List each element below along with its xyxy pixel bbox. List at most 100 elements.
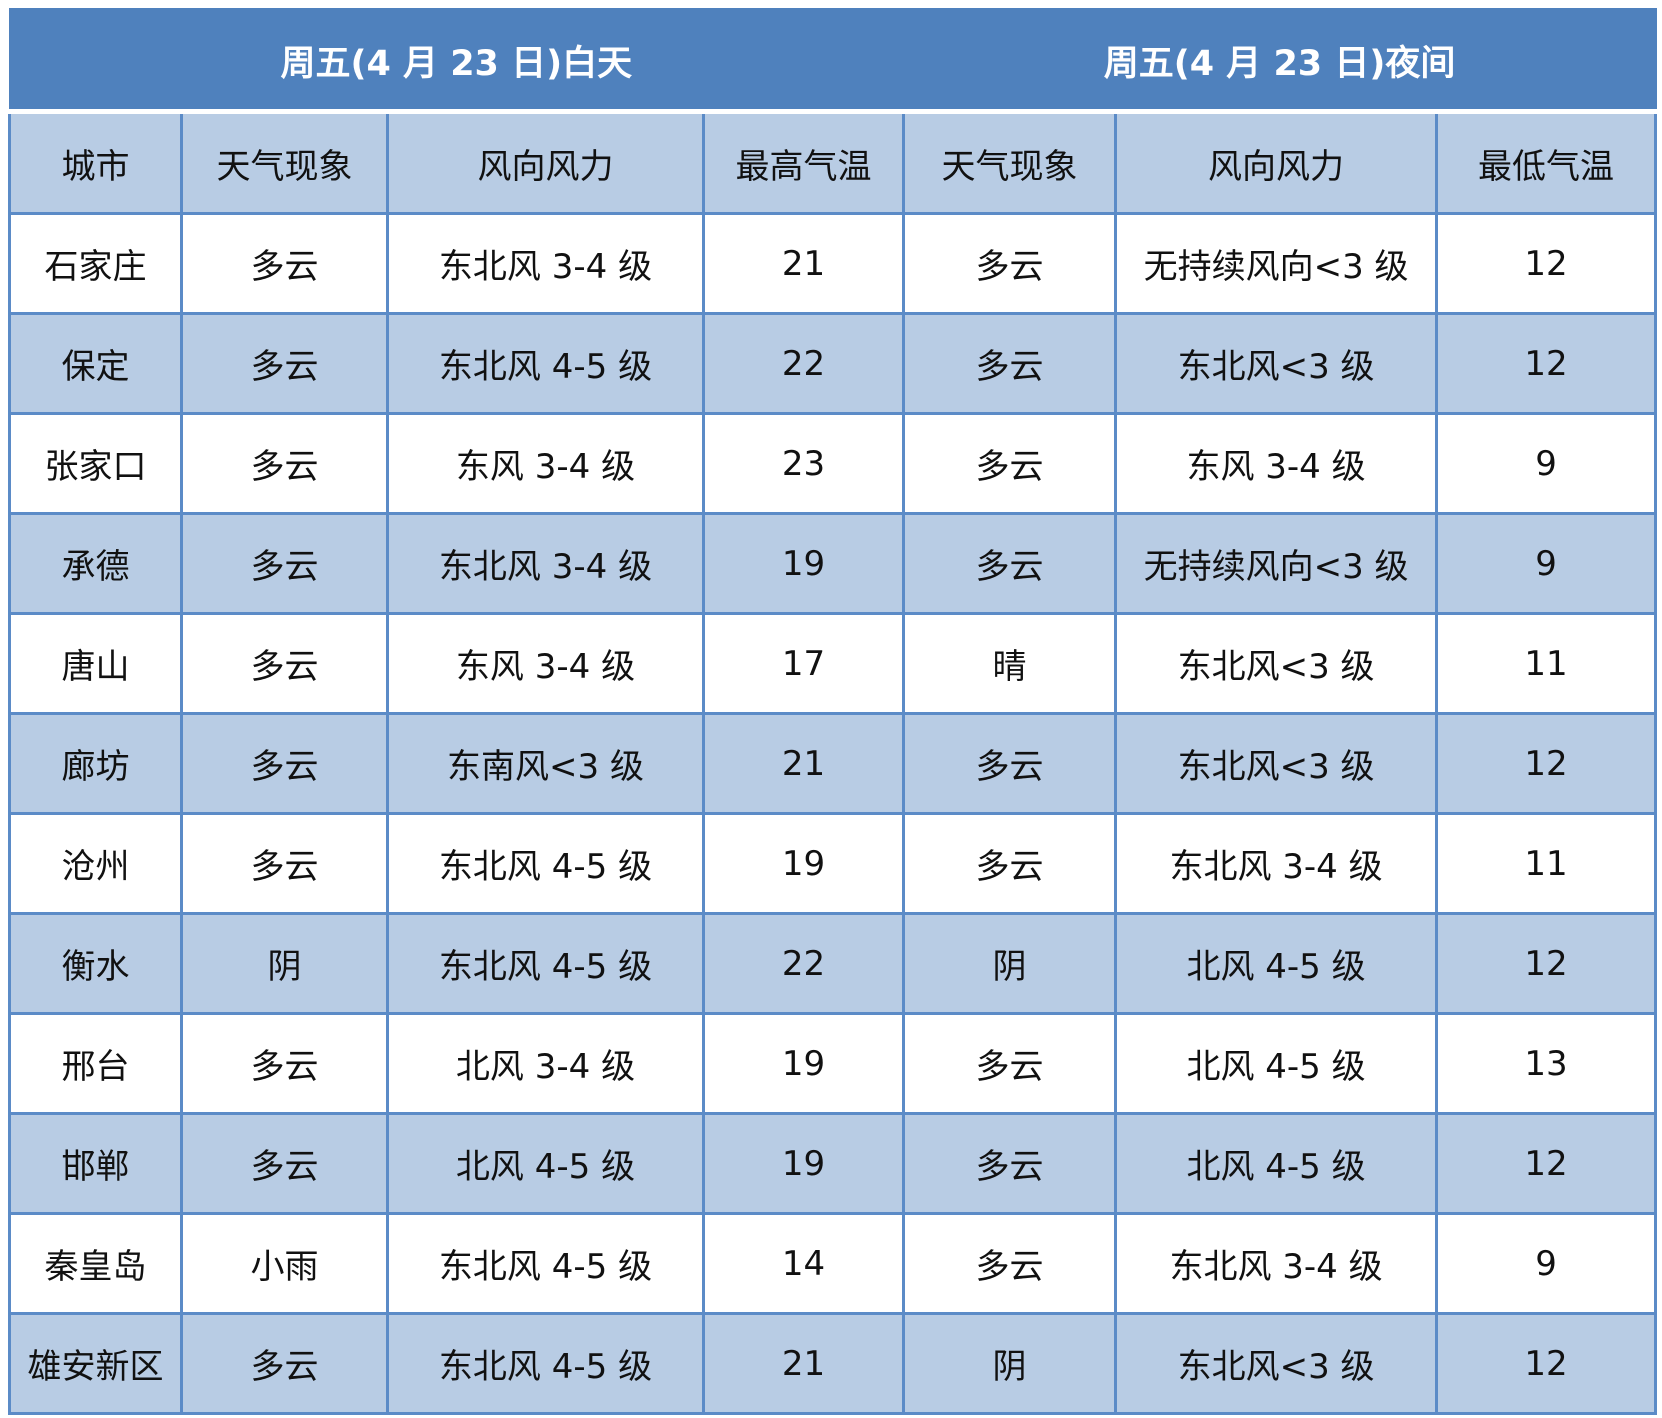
table-row: 沧州 多云 东北风 4-5 级 19 多云 东北风 3-4 级 11 (8, 812, 1658, 915)
cell-night-wind: 北风 4-5 级 (1114, 912, 1439, 1015)
cell-min-temp: 12 (1435, 212, 1658, 315)
cell-city: 唐山 (8, 612, 183, 715)
cell-city: 廊坊 (8, 712, 183, 815)
cell-city: 邢台 (8, 1012, 183, 1115)
cell-city: 秦皇岛 (8, 1212, 183, 1315)
cell-day-weather: 多云 (180, 512, 389, 615)
cell-night-wind: 北风 4-5 级 (1114, 1112, 1439, 1215)
cell-min-temp: 12 (1435, 912, 1658, 1015)
cell-min-temp: 9 (1435, 512, 1658, 615)
cell-day-weather: 多云 (180, 1112, 389, 1215)
cell-night-weather: 多云 (902, 712, 1118, 815)
table-row: 邯郸 多云 北风 4-5 级 19 多云 北风 4-5 级 12 (8, 1112, 1658, 1215)
cell-city: 石家庄 (8, 212, 183, 315)
cell-city: 张家口 (8, 412, 183, 515)
group-header-night: 周五(4 月 23 日)夜间 (902, 8, 1658, 114)
table-row: 廊坊 多云 东南风<3 级 21 多云 东北风<3 级 12 (8, 712, 1658, 815)
cell-max-temp: 23 (701, 412, 906, 515)
table-row: 雄安新区 多云 东北风 4-5 级 21 阴东北风<3 级 12 (8, 1312, 1658, 1415)
column-header-day-weather: 天气现象 (180, 110, 389, 215)
cell-day-wind: 东风 3-4 级 (386, 412, 705, 515)
cell-night-weather: 多云 (902, 212, 1118, 315)
cell-day-weather: 多云 (180, 312, 389, 415)
cell-day-weather: 多云 (180, 712, 389, 815)
table-row: 衡水阴东北风 4-5 级 22 阴北风 4-5 级 12 (8, 912, 1658, 1015)
cell-night-wind: 东北风<3 级 (1114, 312, 1439, 415)
cell-day-weather: 多云 (180, 1312, 389, 1415)
cell-day-weather: 阴 (180, 912, 389, 1015)
group-header-daytime: 周五(4 月 23 日)白天 (8, 8, 906, 114)
cell-night-weather: 多云 (902, 1112, 1118, 1215)
cell-min-temp: 12 (1435, 1112, 1658, 1215)
column-header-night-wind: 风向风力 (1114, 110, 1439, 215)
cell-min-temp: 9 (1435, 412, 1658, 515)
column-header-day-wind: 风向风力 (386, 110, 705, 215)
cell-min-temp: 12 (1435, 312, 1658, 415)
cell-day-weather: 多云 (180, 412, 389, 515)
cell-max-temp: 14 (701, 1212, 906, 1315)
cell-max-temp: 19 (701, 512, 906, 615)
cell-day-wind: 东北风 4-5 级 (386, 312, 705, 415)
cell-night-weather: 多云 (902, 412, 1118, 515)
cell-max-temp: 19 (701, 1112, 906, 1215)
cell-night-weather: 多云 (902, 1012, 1118, 1115)
cell-night-weather: 阴 (902, 1312, 1118, 1415)
cell-night-weather: 多云 (902, 312, 1118, 415)
cell-night-wind: 东风 3-4 级 (1114, 412, 1439, 515)
cell-day-wind: 东北风 4-5 级 (386, 912, 705, 1015)
cell-night-wind: 无持续风向<3 级 (1114, 512, 1439, 615)
cell-day-weather: 多云 (180, 612, 389, 715)
cell-max-temp: 22 (701, 312, 906, 415)
cell-night-wind: 东北风<3 级 (1114, 1312, 1439, 1415)
cell-max-temp: 19 (701, 1012, 906, 1115)
cell-day-weather: 多云 (180, 812, 389, 915)
cell-day-wind: 北风 3-4 级 (386, 1012, 705, 1115)
cell-max-temp: 22 (701, 912, 906, 1015)
cell-min-temp: 12 (1435, 712, 1658, 815)
cell-day-wind: 东北风 4-5 级 (386, 1212, 705, 1315)
cell-day-weather: 小雨 (180, 1212, 389, 1315)
cell-night-wind: 北风 4-5 级 (1114, 1012, 1439, 1115)
cell-night-weather: 阴 (902, 912, 1118, 1015)
column-header-max-temp: 最高气温 (701, 110, 906, 215)
cell-city: 衡水 (8, 912, 183, 1015)
table-row: 邢台 多云 北风 3-4 级 19 多云 北风 4-5 级 13 (8, 1012, 1658, 1115)
cell-night-weather: 多云 (902, 1212, 1118, 1315)
cell-city: 雄安新区 (8, 1312, 183, 1415)
cell-night-weather: 多云 (902, 812, 1118, 915)
cell-min-temp: 11 (1435, 812, 1658, 915)
cell-day-wind: 东风 3-4 级 (386, 612, 705, 715)
cell-day-wind: 东北风 4-5 级 (386, 1312, 705, 1415)
cell-day-weather: 多云 (180, 1012, 389, 1115)
cell-day-weather: 多云 (180, 212, 389, 315)
column-header-night-weather: 天气现象 (902, 110, 1118, 215)
cell-day-wind: 东南风<3 级 (386, 712, 705, 815)
cell-min-temp: 12 (1435, 1312, 1658, 1415)
column-header-min-temp: 最低气温 (1435, 110, 1658, 215)
cell-min-temp: 9 (1435, 1212, 1658, 1315)
weather-forecast-table: 周五(4 月 23 日)白天 周五(4 月 23 日)夜间 城市 天气现象 风向风力… (8, 8, 1658, 1415)
cell-day-wind: 东北风 3-4 级 (386, 212, 705, 315)
cell-max-temp: 17 (701, 612, 906, 715)
cell-night-weather: 晴 (902, 612, 1118, 715)
cell-city: 承德 (8, 512, 183, 615)
cell-day-wind: 北风 4-5 级 (386, 1112, 705, 1215)
cell-max-temp: 21 (701, 1312, 906, 1415)
cell-min-temp: 13 (1435, 1012, 1658, 1115)
cell-night-wind: 东北风 3-4 级 (1114, 812, 1439, 915)
cell-max-temp: 21 (701, 212, 906, 315)
cell-night-wind: 无持续风向<3 级 (1114, 212, 1439, 315)
cell-night-weather: 多云 (902, 512, 1118, 615)
cell-max-temp: 19 (701, 812, 906, 915)
cell-night-wind: 东北风<3 级 (1114, 712, 1439, 815)
cell-night-wind: 东北风 3-4 级 (1114, 1212, 1439, 1315)
column-header-city: 城市 (8, 110, 183, 215)
cell-city: 保定 (8, 312, 183, 415)
cell-day-wind: 东北风 3-4 级 (386, 512, 705, 615)
cell-city: 邯郸 (8, 1112, 183, 1215)
cell-max-temp: 21 (701, 712, 906, 815)
table-row: 石家庄 多云 东北风 3-4 级 21 多云 无持续风向<3 级 12 (8, 212, 1658, 315)
